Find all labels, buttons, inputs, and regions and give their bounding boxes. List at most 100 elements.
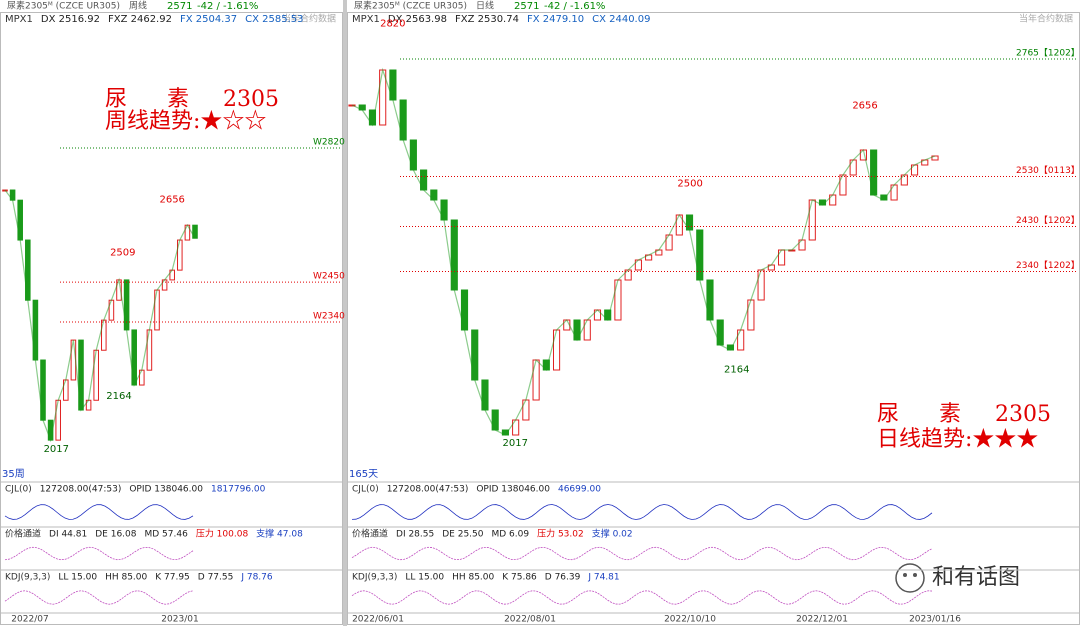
left-frame [0,12,343,625]
indicator-text: CJL(0) [352,485,379,495]
price-annotation: 2164 [724,365,749,376]
divider [343,0,347,626]
indicator-text: 压力 100.08 [196,528,249,540]
price-line [351,67,936,436]
indicator-value: FXZ 2530.74 [455,14,519,25]
indicator-text: DI 44.81 [49,530,87,540]
x-axis-label: 2022/08/01 [504,615,556,625]
indicator-value: FX 2504.37 [180,14,237,25]
level-label: W2450 [313,272,345,282]
price-change: -42 / -1.61% [197,1,258,12]
indicator-text: DI 28.55 [396,530,434,540]
bar-count: 35周 [2,468,25,480]
instrument-name: 尿素2305ᴹ (CZCE UR305) [354,0,467,12]
x-axis-label: 2022/06/01 [352,615,404,625]
indicator-text: 127208.00(47:53) [387,485,469,495]
level-label: 2430【1202】 [1016,215,1080,226]
price-annotation: 2017 [44,444,69,455]
indicator-value: MPX1 [5,14,33,25]
watermark-text: 和有话图 [932,565,1020,590]
watermark-icon-dot [913,573,917,577]
indicator-text: K 77.95 [155,573,190,583]
last-price: 2571 [167,1,192,12]
indicator-curve [4,546,194,561]
trend-text: 周线趋势:★☆☆ [105,109,266,134]
x-axis-label: 2023/01 [161,615,198,625]
price-line [4,189,196,443]
x-axis-label: 2022/10/10 [664,615,716,625]
price-annotation: 2500 [677,179,702,190]
indicator-text: KDJ(9,3,3) [352,573,397,583]
indicator-curve [4,504,194,520]
indicator-text: HH 85.00 [105,573,147,583]
indicator-text: 价格通道 [5,528,41,540]
indicator-value: FX 2479.10 [527,14,584,25]
level-label: W2820 [313,137,345,147]
indicator-text: DE 16.08 [95,530,137,540]
candle [379,69,387,126]
candle [450,219,458,291]
price-annotation: 2820 [380,19,405,30]
instrument-name: 尿素2305ᴹ (CZCE UR305) [7,0,120,12]
title-text: 尿 [877,402,899,427]
level-label: 2340【1202】 [1016,260,1080,271]
indicator-text: OPID 138046.00 [476,485,550,495]
title-text: 素 [167,87,189,112]
price-annotation: 2017 [503,438,528,449]
indicator-curve [351,590,933,605]
watermark-icon-dot [903,573,907,577]
indicator-text: KDJ(9,3,3) [5,573,50,583]
candle [471,329,479,381]
watermark-icon [895,563,925,593]
x-axis-label: 2022/12/01 [796,615,848,625]
indicator-value: MPX1 [352,14,380,25]
indicator-text: LL 15.00 [405,573,444,583]
title-text: 尿 [105,87,127,112]
indicator-text: J 78.76 [240,573,273,583]
indicator-value: DX 2516.92 [41,14,100,25]
indicator-text: 价格通道 [352,528,388,540]
price-annotation: 2656 [852,101,877,112]
period: 周线 [129,0,147,12]
indicator-text: MD 6.09 [491,530,529,540]
indicator-curve [351,504,933,520]
indicator-value: CX 2585.53 [245,14,303,25]
indicator-value: CX 2440.09 [592,14,650,25]
indicator-text: 127208.00(47:53) [40,485,122,495]
indicator-text: J 74.81 [587,573,619,583]
trend-text: 日线趋势:★★★ [877,427,1038,452]
indicator-text: 支撑 0.02 [592,528,633,540]
candle [696,229,704,281]
title-text: 素 [939,402,961,427]
level-label: 2530【0113】 [1016,165,1080,176]
last-price: 2571 [514,1,539,12]
indicator-text: MD 57.46 [144,530,188,540]
indicator-text: HH 85.00 [452,573,494,583]
price-annotation: 2656 [159,194,184,205]
price-annotation: 2509 [110,248,135,259]
indicator-curve [351,546,933,561]
indicator-curve [4,590,194,605]
indicator-value: FXZ 2462.92 [108,14,172,25]
indicator-text: D 76.39 [545,573,581,583]
price-change: -42 / -1.61% [544,1,605,12]
price-annotation: 2164 [106,391,131,402]
indicator-text: 支撑 47.08 [256,528,303,540]
indicator-text: DE 25.50 [442,530,484,540]
indicator-text: CJL(0) [5,485,32,495]
indicator-text: 1817796.00 [211,485,266,495]
indicator-text: D 77.55 [198,573,234,583]
indicator-value: DX 2563.98 [388,14,447,25]
level-label: W2340 [313,311,345,321]
indicator-text: LL 15.00 [58,573,97,583]
data-note: 当年合约数据 [1019,13,1073,25]
title-text: 2305 [995,402,1051,427]
data-note: 当年合约数据 [282,13,336,25]
indicator-text: 46699.00 [558,485,601,495]
x-axis-label: 2022/07 [11,615,48,625]
title-text: 2305 [223,87,279,112]
indicator-text: K 75.86 [502,573,537,583]
watermark: 和有话图 [895,563,1020,593]
